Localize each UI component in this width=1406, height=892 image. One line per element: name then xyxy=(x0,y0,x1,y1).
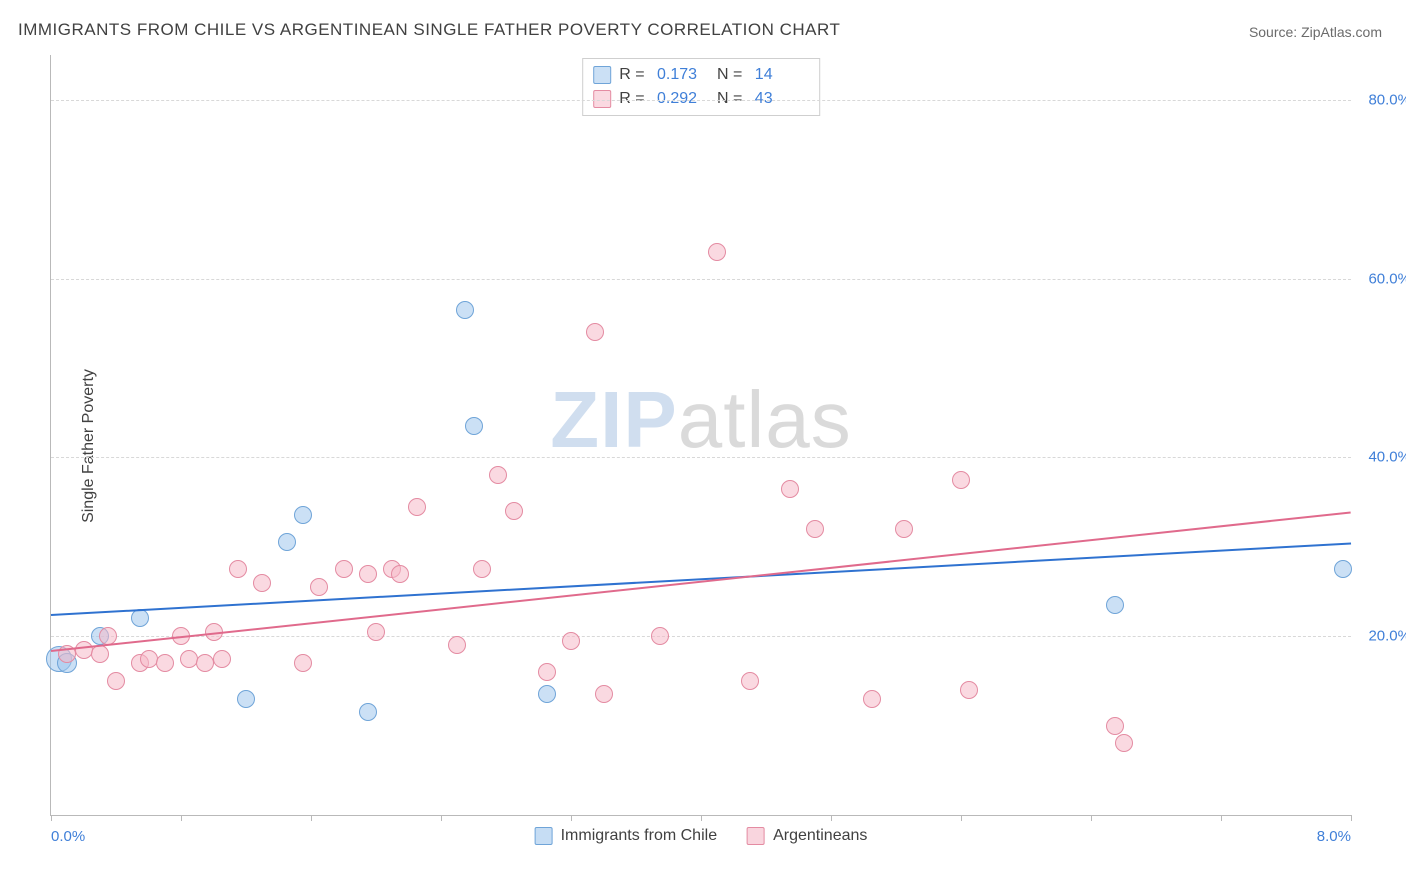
x-tick-label: 8.0% xyxy=(1317,828,1351,845)
data-point-argentineans xyxy=(895,520,913,538)
y-tick-label: 60.0% xyxy=(1356,270,1406,287)
x-tick xyxy=(961,815,962,821)
x-tick xyxy=(181,815,182,821)
y-tick-label: 80.0% xyxy=(1356,91,1406,108)
x-tick xyxy=(441,815,442,821)
data-point-argentineans xyxy=(310,578,328,596)
data-point-argentineans xyxy=(708,243,726,261)
data-point-argentineans xyxy=(180,650,198,668)
y-tick-label: 40.0% xyxy=(1356,449,1406,466)
data-point-chile xyxy=(278,533,296,551)
stat-r-label: R = xyxy=(619,66,649,84)
watermark-atlas: atlas xyxy=(678,375,852,464)
data-point-argentineans xyxy=(91,645,109,663)
data-point-chile xyxy=(359,703,377,721)
data-point-argentineans xyxy=(473,560,491,578)
data-point-argentineans xyxy=(806,520,824,538)
legend-label-chile: Immigrants from Chile xyxy=(561,827,717,845)
data-point-chile xyxy=(456,301,474,319)
data-point-chile xyxy=(1106,596,1124,614)
stat-n-chile: 14 xyxy=(755,66,807,84)
data-point-argentineans xyxy=(562,632,580,650)
data-point-argentineans xyxy=(952,471,970,489)
data-point-argentineans xyxy=(140,650,158,668)
data-point-argentineans xyxy=(335,560,353,578)
data-point-argentineans xyxy=(489,466,507,484)
x-tick xyxy=(311,815,312,821)
data-point-argentineans xyxy=(1106,717,1124,735)
data-point-argentineans xyxy=(156,654,174,672)
data-point-argentineans xyxy=(505,502,523,520)
data-point-argentineans xyxy=(253,574,271,592)
data-point-chile xyxy=(237,690,255,708)
x-tick xyxy=(571,815,572,821)
y-tick-label: 20.0% xyxy=(1356,628,1406,645)
data-point-argentineans xyxy=(448,636,466,654)
x-tick xyxy=(1221,815,1222,821)
data-point-argentineans xyxy=(391,565,409,583)
gridline xyxy=(51,457,1351,458)
chart-title: IMMIGRANTS FROM CHILE VS ARGENTINEAN SIN… xyxy=(18,20,840,40)
data-point-argentineans xyxy=(294,654,312,672)
data-point-argentineans xyxy=(960,681,978,699)
data-point-argentineans xyxy=(359,565,377,583)
x-tick-label: 0.0% xyxy=(51,828,85,845)
stats-row-chile: R = 0.173 N = 14 xyxy=(593,63,807,87)
gridline xyxy=(51,636,1351,637)
x-tick xyxy=(831,815,832,821)
watermark: ZIPatlas xyxy=(550,374,851,466)
x-tick xyxy=(1091,815,1092,821)
legend: Immigrants from Chile Argentineans xyxy=(535,827,868,845)
gridline xyxy=(51,279,1351,280)
data-point-argentineans xyxy=(1115,734,1133,752)
gridline xyxy=(51,100,1351,101)
data-point-argentineans xyxy=(538,663,556,681)
data-point-argentineans xyxy=(107,672,125,690)
data-point-argentineans xyxy=(781,480,799,498)
legend-swatch-chile xyxy=(535,827,553,845)
data-point-argentineans xyxy=(75,641,93,659)
x-tick xyxy=(701,815,702,821)
trend-line-argentineans xyxy=(51,511,1351,652)
source-attribution: Source: ZipAtlas.com xyxy=(1249,24,1382,40)
data-point-chile xyxy=(131,609,149,627)
stat-r-chile: 0.173 xyxy=(657,66,709,84)
data-point-argentineans xyxy=(367,623,385,641)
data-point-argentineans xyxy=(586,323,604,341)
data-point-argentineans xyxy=(651,627,669,645)
trend-line-chile xyxy=(51,542,1351,616)
stats-box: R = 0.173 N = 14 R = 0.292 N = 43 xyxy=(582,58,820,116)
x-tick xyxy=(51,815,52,821)
data-point-argentineans xyxy=(595,685,613,703)
data-point-argentineans xyxy=(863,690,881,708)
legend-swatch-argentineans xyxy=(747,827,765,845)
swatch-chile xyxy=(593,66,611,84)
data-point-argentineans xyxy=(741,672,759,690)
stat-n-label: N = xyxy=(717,66,747,84)
legend-item-argentineans: Argentineans xyxy=(747,827,867,845)
data-point-chile xyxy=(294,506,312,524)
scatter-plot-area: ZIPatlas R = 0.173 N = 14 R = 0.292 N = … xyxy=(50,55,1351,816)
watermark-zip: ZIP xyxy=(550,375,677,464)
legend-label-arg: Argentineans xyxy=(773,827,867,845)
data-point-argentineans xyxy=(408,498,426,516)
data-point-argentineans xyxy=(213,650,231,668)
legend-item-chile: Immigrants from Chile xyxy=(535,827,717,845)
data-point-argentineans xyxy=(229,560,247,578)
data-point-chile xyxy=(1334,560,1352,578)
data-point-chile xyxy=(538,685,556,703)
data-point-chile xyxy=(465,417,483,435)
x-tick xyxy=(1351,815,1352,821)
